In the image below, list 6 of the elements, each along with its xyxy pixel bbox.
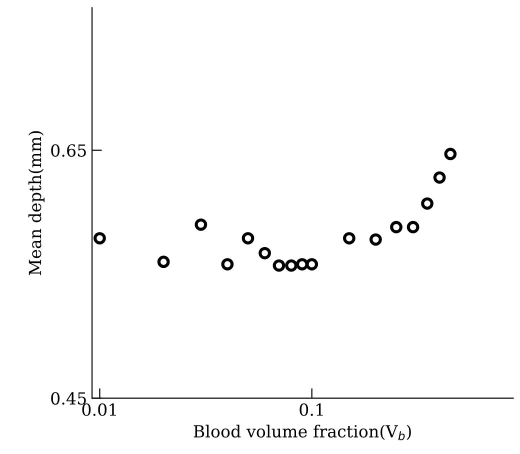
x-tick-label: 0.01 xyxy=(82,403,116,416)
y-tick-label: 0.65 xyxy=(51,144,86,157)
x-axis-title: Blood volume fraction(V$_{b}$) xyxy=(194,424,411,440)
y-tick-label: 0.45 xyxy=(51,392,86,405)
x-tick-label: 0.1 xyxy=(300,403,323,416)
y-axis-title: Mean depth(mm) xyxy=(28,131,45,276)
